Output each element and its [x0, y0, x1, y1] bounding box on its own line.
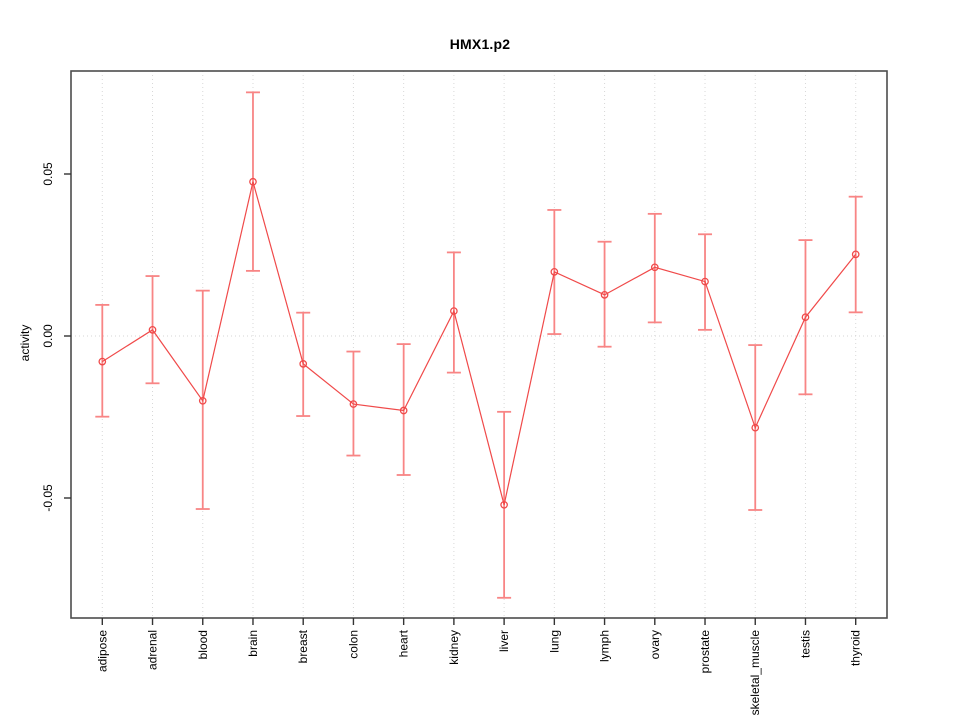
x-tick-label: liver — [497, 630, 511, 652]
y-tick-label: 0.00 — [41, 324, 55, 348]
data-point — [600, 291, 609, 299]
x-tick-label: heart — [397, 629, 411, 657]
data-point — [148, 325, 157, 334]
x-tick-label: colon — [346, 630, 360, 659]
data-point — [851, 250, 860, 259]
x-tick-label: breast — [296, 629, 310, 663]
series-line — [101, 181, 857, 505]
data-point — [450, 307, 458, 315]
x-tick-label: brain — [246, 630, 260, 657]
x-tick-label: ovary — [648, 630, 662, 659]
x-tick-label: lymph — [598, 630, 612, 662]
data-point — [751, 423, 760, 432]
data-point — [500, 500, 508, 509]
x-tick-label: skeletal_muscle — [748, 630, 762, 716]
data-point — [249, 177, 257, 186]
y-tick-label: 0.05 — [41, 162, 55, 186]
data-point — [349, 400, 358, 408]
y-tick-label: -0.05 — [41, 484, 55, 512]
chart-title: HMX1.p2 — [449, 36, 511, 52]
x-tick-label: thyroid — [849, 630, 863, 666]
data-point — [198, 396, 207, 405]
x-tick-label: lung — [547, 630, 561, 653]
plot-border — [70, 70, 888, 619]
data-point — [399, 406, 408, 415]
x-tick-label: blood — [196, 630, 210, 659]
data-point — [550, 267, 559, 276]
x-tick-label: adrenal — [146, 630, 160, 670]
data-point — [98, 357, 107, 366]
data-point — [701, 277, 709, 286]
x-tick-label: testis — [798, 630, 812, 658]
x-tick-label: kidney — [447, 630, 461, 665]
data-point — [650, 263, 659, 272]
x-tick-label: prostate — [698, 630, 712, 674]
x-tick-label: adipose — [95, 630, 109, 672]
data-point — [299, 360, 308, 368]
data-point — [801, 313, 810, 322]
